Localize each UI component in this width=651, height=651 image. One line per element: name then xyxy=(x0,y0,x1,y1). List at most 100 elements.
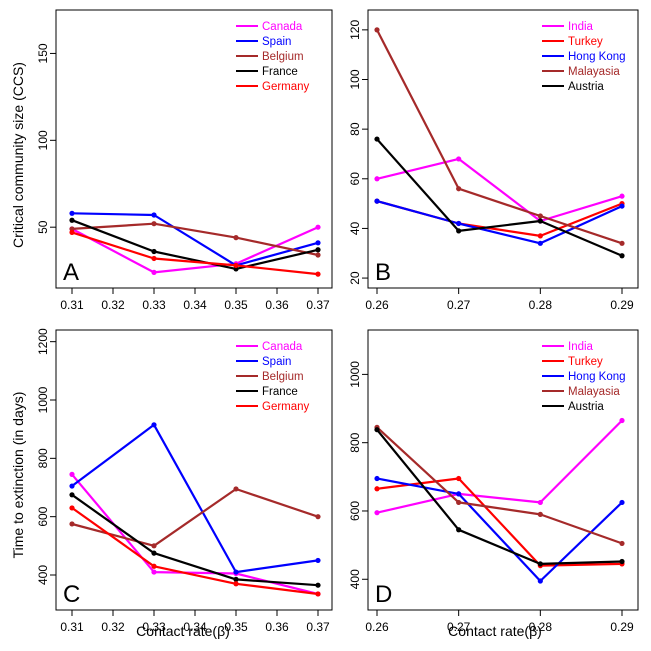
series-line-malayasia xyxy=(376,29,623,245)
data-point xyxy=(456,475,462,482)
x-tick-label: 0.26 xyxy=(365,298,389,312)
data-point xyxy=(537,218,543,224)
y-tick-label: 100 xyxy=(36,130,50,150)
data-point xyxy=(619,499,625,506)
x-tick-label: 0.29 xyxy=(610,620,634,634)
y-tick-label: 400 xyxy=(348,569,362,589)
x-tick-label: 0.34 xyxy=(183,298,207,312)
legend-label: Germany xyxy=(262,401,310,413)
data-point xyxy=(315,514,321,520)
data-point xyxy=(233,576,239,582)
data-point xyxy=(315,247,321,253)
data-point xyxy=(619,253,625,259)
series-line-hong-kong xyxy=(376,200,623,245)
plot-frame xyxy=(55,9,333,289)
x-tick-label: 0.28 xyxy=(529,620,553,634)
y-tick-label: 40 xyxy=(348,221,362,235)
y-tick-label: 50 xyxy=(36,220,50,234)
legend-label: Canada xyxy=(262,21,303,33)
data-point xyxy=(537,240,543,246)
panel-d: 400 600 800 1000 0.26 0.27 0.28 0.29 India Turkey… xyxy=(348,329,639,634)
data-point xyxy=(374,510,380,516)
series-line-france xyxy=(71,493,319,587)
x-tick-label: 0.31 xyxy=(60,620,84,634)
data-point xyxy=(69,229,75,235)
legend-label: Spain xyxy=(262,356,291,368)
data-point xyxy=(69,505,75,511)
panel-letter: C xyxy=(63,581,80,608)
data-point xyxy=(537,213,543,219)
data-point xyxy=(69,521,75,527)
data-point xyxy=(374,198,380,204)
series-line-turkey xyxy=(376,477,623,567)
data-point xyxy=(374,176,380,182)
data-point xyxy=(69,483,75,489)
legend-label: Austria xyxy=(568,401,604,413)
panel-letter: D xyxy=(375,581,392,608)
data-point xyxy=(315,224,321,230)
data-point xyxy=(315,271,321,277)
legend-label: Belgium xyxy=(262,371,304,383)
data-point xyxy=(315,582,321,588)
data-point xyxy=(315,591,321,597)
series-line-germany xyxy=(71,231,319,276)
x-tick-label: 0.33 xyxy=(142,620,166,634)
series-line-belgium xyxy=(71,222,319,257)
panel-letter: B xyxy=(375,259,391,286)
panel-b: 20 40 60 80 100 120 0.26 0.27 0.28 0.29 India Turke… xyxy=(348,9,639,312)
legend-label: Spain xyxy=(262,36,291,48)
data-point xyxy=(69,492,75,498)
series-line-belgium xyxy=(71,487,319,547)
data-point xyxy=(374,27,380,33)
data-point xyxy=(69,210,75,216)
data-point xyxy=(151,550,157,556)
y-tick-label: 80 xyxy=(348,122,362,136)
legend-label: Malayasia xyxy=(568,386,620,398)
panel-c: 400 600 800 1000 1200 0.31 0.32 0.33 0.34 0.35 0.3… xyxy=(36,328,333,634)
x-tick-label: 0.28 xyxy=(529,298,553,312)
x-tick-label: 0.33 xyxy=(142,298,166,312)
x-tick-label: 0.35 xyxy=(224,298,248,312)
x-tick-label: 0.31 xyxy=(60,298,84,312)
legend-label: Malayasia xyxy=(568,66,620,78)
data-point xyxy=(619,193,625,199)
data-point xyxy=(374,475,380,482)
data-point xyxy=(233,581,239,587)
y-axis-title-bottom: Time to extinction (in days) xyxy=(10,392,26,559)
data-point xyxy=(233,262,239,269)
data-point xyxy=(151,422,157,428)
data-point xyxy=(537,511,543,517)
series-line-spain xyxy=(71,423,319,574)
y-tick-label: 60 xyxy=(348,172,362,186)
y-tick-label: 1000 xyxy=(348,361,362,388)
data-point xyxy=(374,486,380,492)
legend-label: Canada xyxy=(262,341,303,353)
y-tick-label: 800 xyxy=(348,432,362,452)
data-point xyxy=(315,557,321,564)
legend-label: Turkey xyxy=(568,356,603,368)
data-point xyxy=(456,491,462,497)
legend-label: Austria xyxy=(568,81,604,93)
panel-letter: A xyxy=(63,259,79,286)
y-tick-label: 600 xyxy=(348,501,362,521)
data-point xyxy=(151,563,157,569)
x-tick-label: 0.32 xyxy=(101,298,125,312)
data-point xyxy=(151,569,157,575)
y-tick-label: 400 xyxy=(36,565,50,585)
plot-frame xyxy=(367,329,639,611)
y-tick-label: 1200 xyxy=(36,328,50,355)
x-tick-label: 0.37 xyxy=(306,620,330,634)
y-tick-label: 800 xyxy=(36,448,50,468)
legend-label: Belgium xyxy=(262,51,304,63)
data-point xyxy=(233,569,239,575)
series-line-austria xyxy=(376,429,623,566)
y-tick-label: 120 xyxy=(348,20,362,40)
data-point xyxy=(456,220,462,227)
x-tick-label: 0.36 xyxy=(265,298,289,312)
series-line-malayasia xyxy=(376,426,623,545)
y-tick-label: 600 xyxy=(36,506,50,526)
x-tick-label: 0.37 xyxy=(306,298,330,312)
legend-label: India xyxy=(568,341,594,353)
x-tick-label: 0.34 xyxy=(183,620,207,634)
